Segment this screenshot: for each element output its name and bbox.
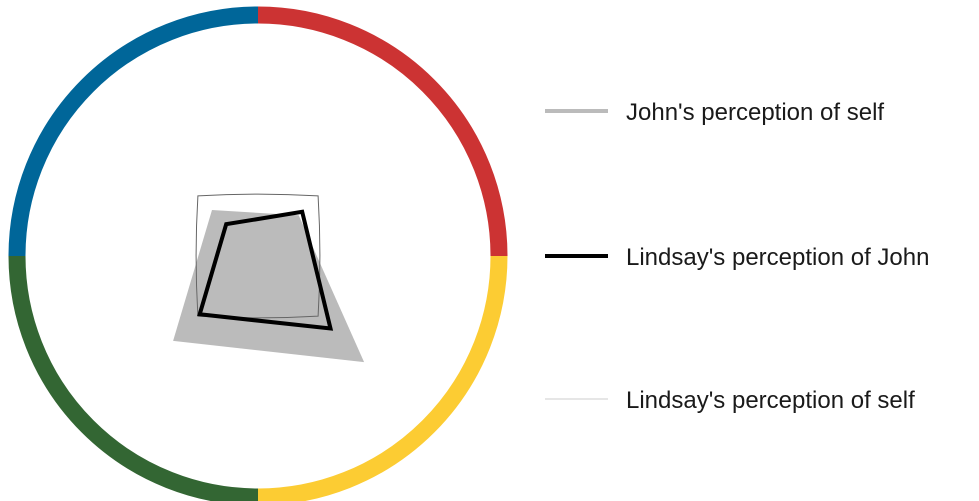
legend-label: Lindsay's perception of self xyxy=(626,387,915,414)
quadrant-ring xyxy=(8,6,508,501)
quadrant-arc-bottom-left xyxy=(8,255,259,501)
quadrant-arc-bottom-right xyxy=(257,255,508,501)
legend-item-3: Lindsay's perception of self xyxy=(545,387,915,414)
legend: John's perception of self Lindsay's perce… xyxy=(545,99,929,414)
quadrant-arc-top-left xyxy=(8,6,259,257)
legend-label: John's perception of self xyxy=(626,99,884,126)
legend-label: Lindsay's perception of John xyxy=(626,244,929,271)
quadrant-arc-top-right xyxy=(257,6,508,257)
series-layer xyxy=(173,193,365,363)
series-john-s-perception-of-self xyxy=(173,210,365,363)
legend-item-2: Lindsay's perception of John xyxy=(545,244,929,271)
legend-item-1: John's perception of self xyxy=(545,99,884,126)
series-lindsay-s-perception-of-john xyxy=(197,209,334,331)
